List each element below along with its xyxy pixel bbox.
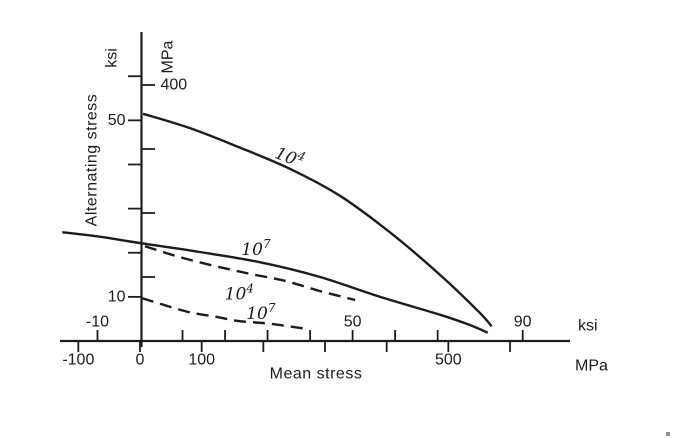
- x-axis-title: Mean stress: [270, 366, 363, 383]
- x-tick-label-MPa-100: 100: [188, 352, 215, 369]
- curve-label-cycles-1e4-solid: 104: [272, 141, 308, 173]
- x-tick-label-ksi-50: 50: [344, 314, 362, 331]
- curve-label-cycles-1e7-dashed: 107: [246, 301, 276, 324]
- y-tick-label-ksi-50: 50: [108, 112, 126, 129]
- y-axis-unit-ksi: ksi: [104, 48, 121, 68]
- curve-cycles-1e4-solid: [142, 112, 493, 328]
- x-axis-unit-mpa: MPa: [575, 358, 608, 375]
- x-tick-label-ksi--10: -10: [86, 314, 109, 331]
- curve-label-cycles-1e7-solid: 107: [241, 237, 271, 260]
- y-axis-unit-mpa: MPa: [160, 40, 177, 73]
- x-tick-label-MPa--100: -100: [62, 352, 94, 369]
- curve-cycles-1e7-solid: [62, 231, 489, 334]
- y-tick-label-mpa-400: 400: [161, 77, 188, 94]
- curve-cycles-1e7-dashed: [141, 296, 307, 330]
- scan-artifact-dot: [666, 432, 670, 436]
- x-tick-label-ksi-90: 90: [514, 314, 532, 331]
- curve-label-cycles-1e4-dashed: 104: [225, 281, 254, 304]
- y-tick-label-ksi-10: 10: [108, 288, 126, 305]
- x-axis-unit-ksi: ksi: [578, 318, 598, 335]
- x-tick-label-MPa-0: 0: [136, 352, 145, 369]
- y-axis-title: Alternating stress: [84, 94, 101, 227]
- curve-cycles-1e4-dashed: [144, 245, 356, 302]
- x-tick-label-MPa-500: 500: [435, 352, 462, 369]
